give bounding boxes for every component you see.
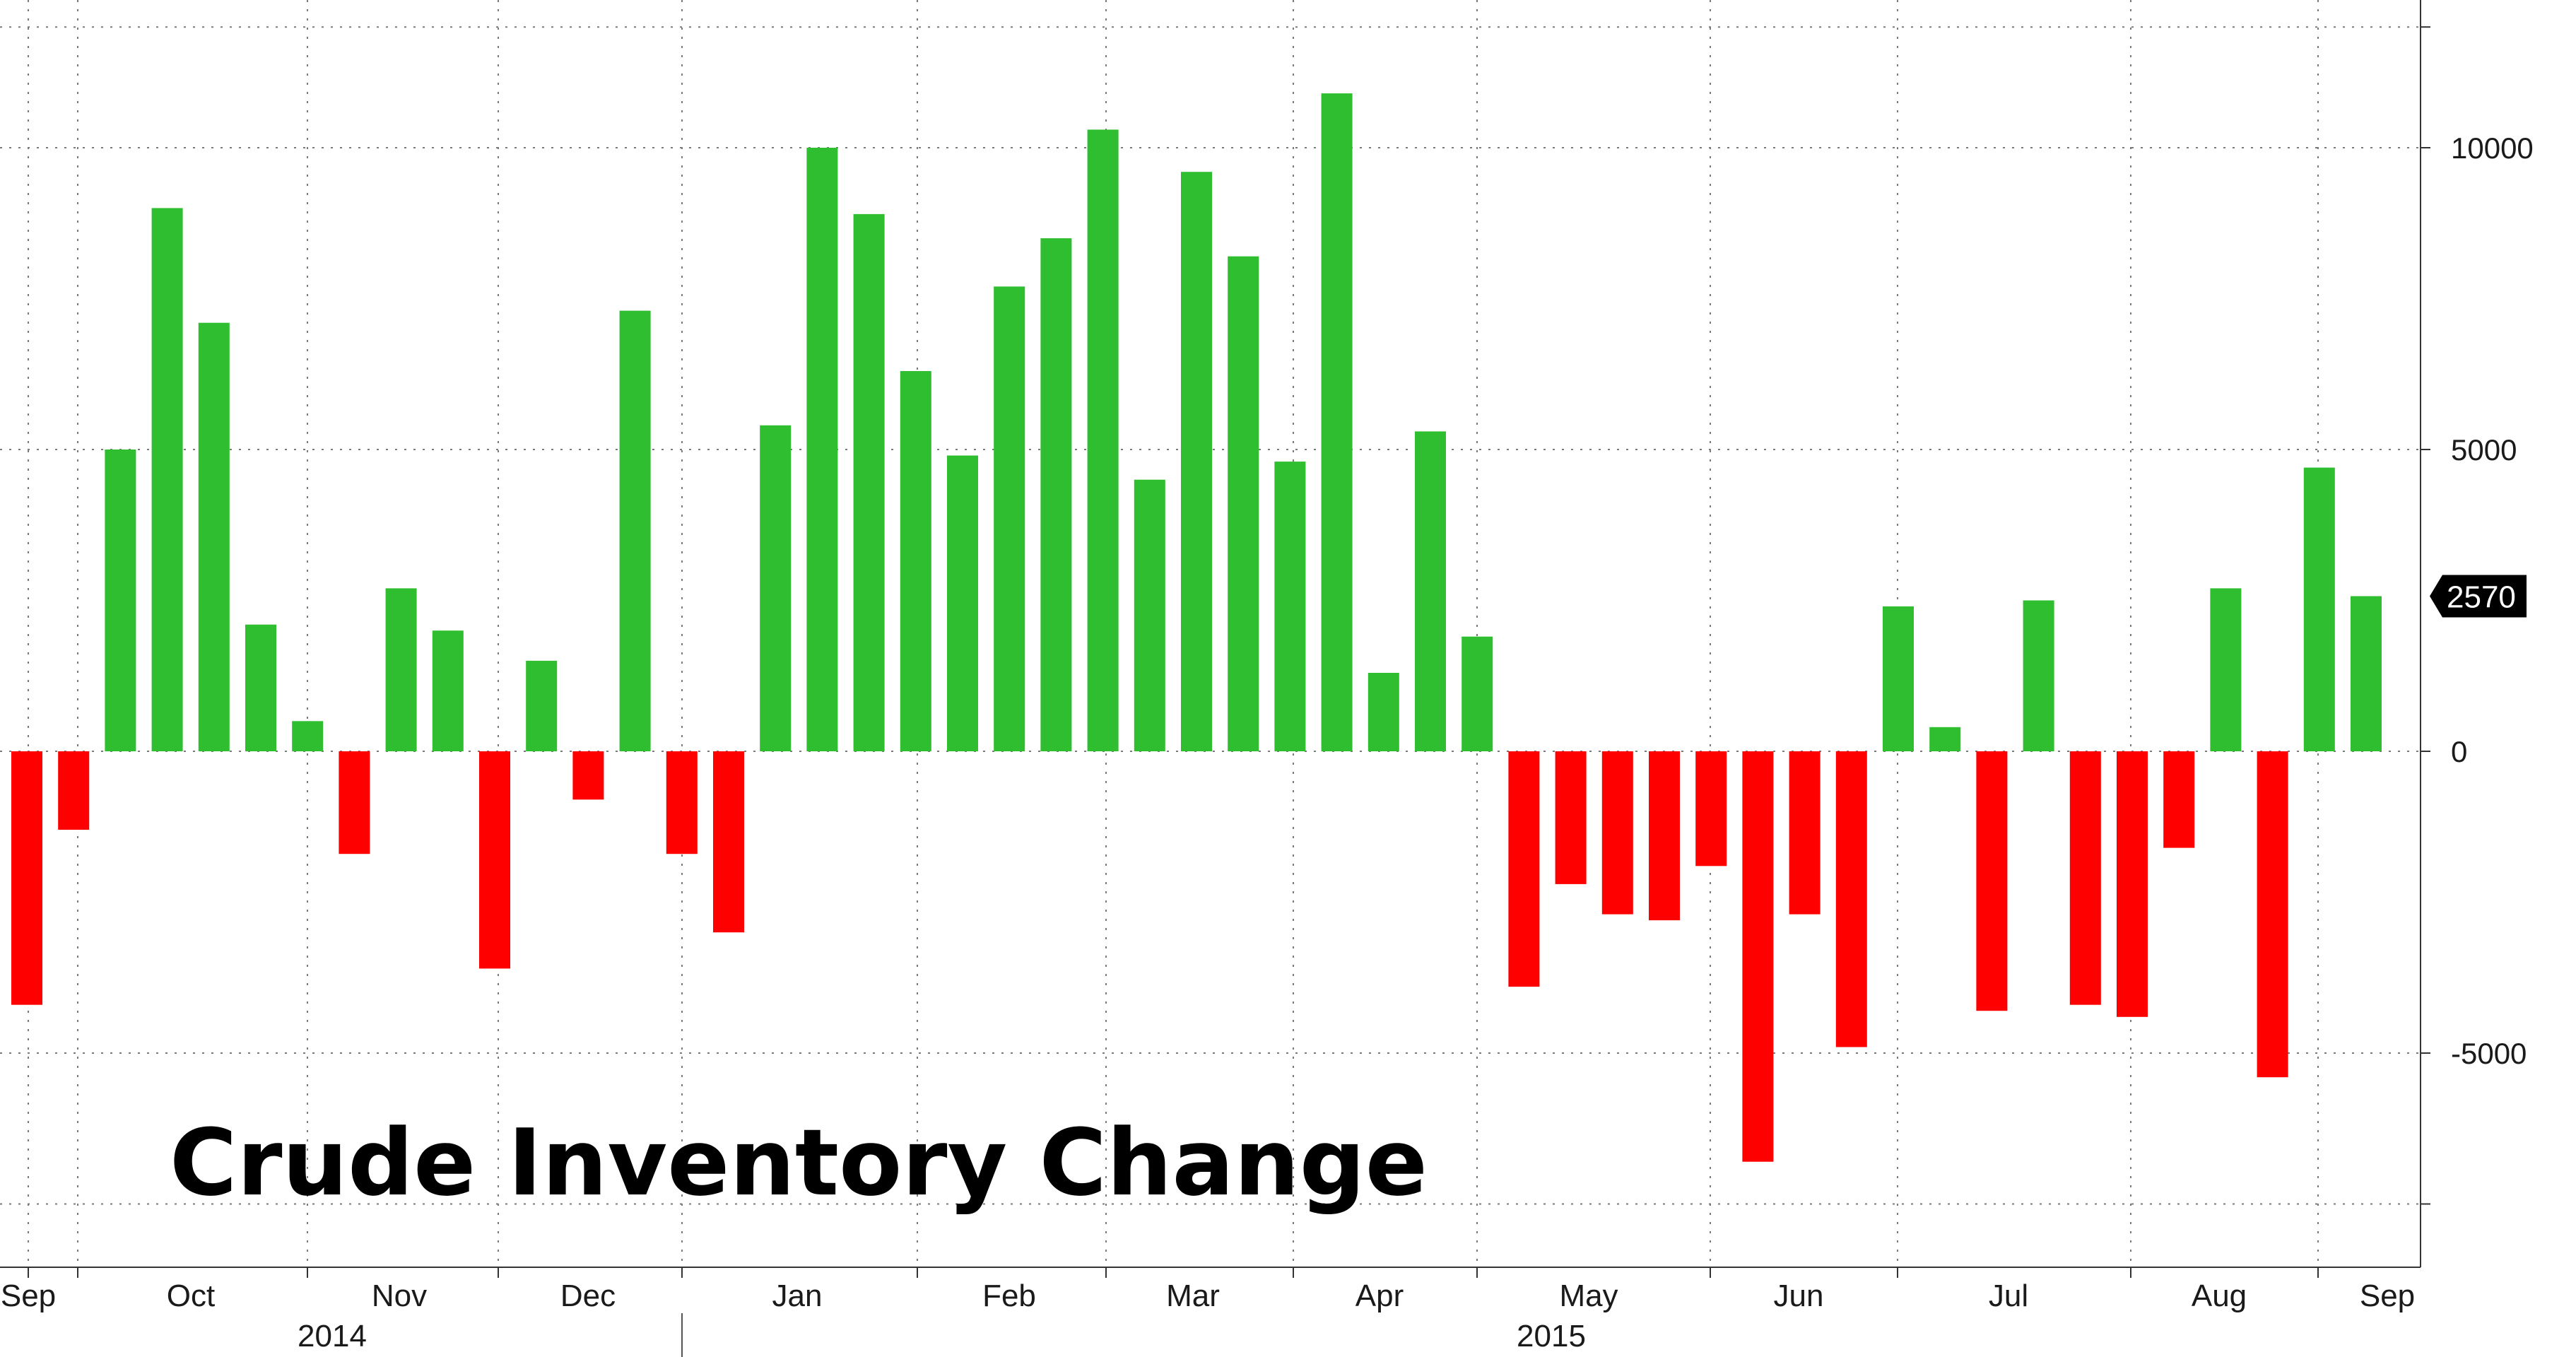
bar-negative <box>2117 751 2148 1017</box>
bar-positive <box>853 213 885 751</box>
y-tick-label: 0 <box>2451 735 2467 768</box>
bar-positive <box>432 630 464 751</box>
bar-positive <box>1040 238 1072 752</box>
bar-negative <box>1835 751 1867 1047</box>
last-value-label: 2570 <box>2447 580 2516 615</box>
bar-positive <box>1415 431 1446 751</box>
bar-negative <box>666 751 698 854</box>
x-tick-label-month: Sep <box>1 1279 56 1313</box>
bar-positive <box>1087 129 1119 751</box>
bar-positive <box>2210 588 2242 751</box>
bar-negative <box>1601 751 1633 915</box>
bar-positive <box>619 310 651 752</box>
bar-positive <box>198 322 230 751</box>
bar-positive <box>760 425 792 751</box>
bar-negative <box>1695 751 1727 867</box>
bar-positive <box>1368 673 1399 751</box>
bar-positive <box>1274 462 1306 751</box>
last-value-badge: 2570 <box>2430 575 2527 618</box>
bar-positive <box>900 371 931 751</box>
bar-negative <box>2069 751 2101 1005</box>
x-tick-label-month: Dec <box>560 1279 616 1313</box>
x-tick-label-month: Feb <box>982 1279 1036 1313</box>
bar-positive <box>385 588 417 751</box>
axis-layer <box>0 0 2430 1357</box>
y-tick-label: -5000 <box>2451 1037 2527 1070</box>
bar-positive <box>1181 172 1212 751</box>
y-tick-label: 10000 <box>2451 131 2534 165</box>
bar-negative <box>1789 751 1821 915</box>
x-tick-label-month: May <box>1559 1279 1618 1313</box>
x-tick-label-month: Jan <box>772 1279 823 1313</box>
x-tick-label-month: Aug <box>2192 1279 2247 1313</box>
bar-negative <box>572 751 604 800</box>
bar-positive <box>1462 636 1493 751</box>
bar-positive <box>245 624 276 751</box>
bar-negative <box>479 751 510 969</box>
bar-positive <box>2303 467 2335 751</box>
bar-positive <box>1321 93 1353 752</box>
bar-positive <box>105 450 136 751</box>
bars-layer <box>11 93 2382 1162</box>
x-tick-label-month: Nov <box>372 1279 427 1313</box>
bar-positive <box>2351 596 2382 751</box>
bar-positive <box>1929 727 1961 751</box>
bar-negative <box>1649 751 1680 921</box>
bar-negative <box>11 751 42 1005</box>
last-value-badge-bg <box>2430 575 2527 618</box>
bar-negative <box>713 751 744 933</box>
bar-negative <box>2163 751 2195 848</box>
x-tick-label-month: Sep <box>2360 1279 2415 1313</box>
bar-positive <box>1134 479 1165 751</box>
bar-positive <box>806 148 838 751</box>
bar-positive <box>526 660 558 751</box>
bar-negative <box>1742 751 1774 1162</box>
bar-negative <box>339 751 370 854</box>
bar-positive <box>292 721 324 751</box>
bar-positive <box>947 455 978 751</box>
x-tick-label-month: Mar <box>1166 1279 1220 1313</box>
bar-negative <box>1976 751 2008 1011</box>
bar-positive <box>2023 600 2054 751</box>
bar-positive <box>1883 606 1914 751</box>
bar-negative <box>2257 751 2288 1078</box>
x-tick-label-year: 2014 <box>298 1319 367 1353</box>
x-tick-label-month: Jul <box>1989 1279 2028 1313</box>
x-tick-label-month: Jun <box>1774 1279 1824 1313</box>
bar-positive <box>1228 256 1259 751</box>
x-tick-label-month: Apr <box>1355 1279 1404 1313</box>
labels-layer: 10000 5000 0 -5000 Sep Oct Nov Dec Jan Feb Mar Apr M… <box>1 131 2534 1353</box>
bar-negative <box>1508 751 1540 987</box>
bar-positive <box>151 208 183 751</box>
chart-title: Crude Inventory Change <box>170 1109 1428 1216</box>
x-tick-label-year: 2015 <box>1517 1319 1586 1353</box>
bar-negative <box>58 751 90 830</box>
bar-negative <box>1555 751 1587 884</box>
bar-positive <box>994 286 1025 751</box>
x-tick-label-month: Oct <box>167 1279 215 1313</box>
y-tick-label: 5000 <box>2451 433 2517 466</box>
